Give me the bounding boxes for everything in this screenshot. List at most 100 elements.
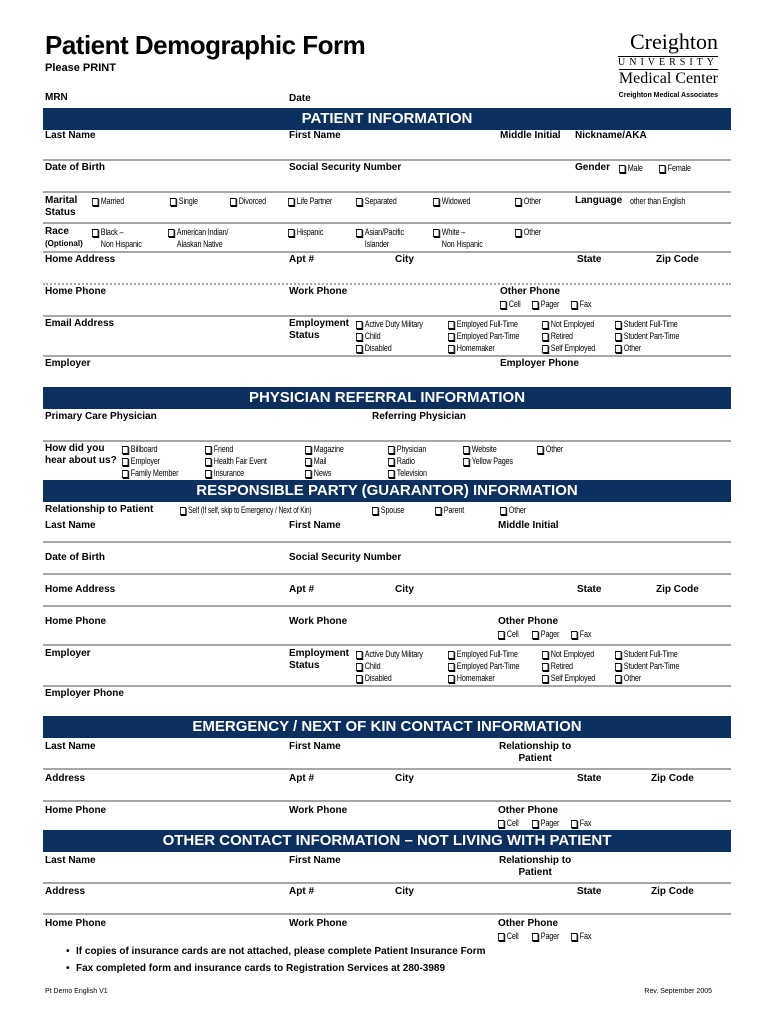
checkbox-icon[interactable] [571, 631, 578, 639]
checkbox-widowed[interactable]: Widowed [433, 195, 470, 207]
checkbox-icon[interactable] [571, 933, 578, 941]
checkbox-icon[interactable] [288, 229, 295, 237]
checkbox-marital-other[interactable]: Other [515, 195, 541, 207]
checkbox-icon[interactable] [92, 229, 99, 237]
checkbox-cell[interactable]: Cell [498, 628, 519, 640]
checkbox-icon[interactable] [433, 198, 440, 206]
checkbox-pager[interactable]: Pager [532, 930, 559, 942]
checkbox-icon[interactable] [659, 165, 666, 173]
checkbox-icon[interactable] [463, 446, 470, 454]
checkbox-website[interactable]: Website [463, 443, 497, 455]
checkbox-icon[interactable] [435, 507, 442, 515]
checkbox-icon[interactable] [170, 198, 177, 206]
checkbox-icon[interactable] [356, 321, 363, 329]
checkbox-disabled[interactable]: Disabled [356, 342, 392, 354]
checkbox-student-part[interactable]: Student Part-Time [615, 660, 679, 672]
checkbox-employed-full[interactable]: Employed Full-Time [448, 318, 518, 330]
checkbox-female[interactable]: Female [659, 162, 691, 174]
checkbox-billboard[interactable]: Billboard [122, 443, 158, 455]
checkbox-male[interactable]: Male [619, 162, 643, 174]
checkbox-child[interactable]: Child [356, 330, 381, 342]
checkbox-pager[interactable]: Pager [532, 628, 559, 640]
checkbox-friend[interactable]: Friend [205, 443, 233, 455]
checkbox-student-full[interactable]: Student Full-Time [615, 648, 678, 660]
checkbox-american-indian[interactable]: American Indian/ Alaskan Native [168, 226, 228, 250]
checkbox-icon[interactable] [448, 345, 455, 353]
checkbox-icon[interactable] [372, 507, 379, 515]
checkbox-radio[interactable]: Radio [388, 455, 415, 467]
checkbox-icon[interactable] [542, 651, 549, 659]
checkbox-icon[interactable] [356, 651, 363, 659]
checkbox-not-employed[interactable]: Not Employed [542, 648, 594, 660]
checkbox-separated[interactable]: Separated [356, 195, 397, 207]
checkbox-icon[interactable] [532, 301, 539, 309]
checkbox-how-other[interactable]: Other [537, 443, 563, 455]
checkbox-race-other[interactable]: Other [515, 226, 541, 238]
checkbox-employed-part[interactable]: Employed Part-Time [448, 330, 519, 342]
checkbox-rel-other[interactable]: Other [500, 504, 526, 516]
checkbox-icon[interactable] [448, 663, 455, 671]
checkbox-icon[interactable] [515, 229, 522, 237]
checkbox-self-employed[interactable]: Self Employed [542, 342, 595, 354]
checkbox-employment-other[interactable]: Other [615, 342, 641, 354]
checkbox-icon[interactable] [288, 198, 295, 206]
checkbox-icon[interactable] [122, 458, 129, 466]
checkbox-pager[interactable]: Pager [532, 298, 559, 310]
checkbox-active-duty[interactable]: Active Duty Military [356, 318, 423, 330]
checkbox-icon[interactable] [180, 507, 186, 515]
checkbox-self-employed[interactable]: Self Employed [542, 672, 595, 684]
checkbox-hispanic[interactable]: Hispanic [288, 226, 323, 238]
checkbox-health-fair[interactable]: Health Fair Event [205, 455, 267, 467]
checkbox-icon[interactable] [388, 446, 395, 454]
checkbox-asian-pacific[interactable]: Asian/Pacific Islander [356, 226, 404, 250]
checkbox-icon[interactable] [615, 663, 622, 671]
checkbox-cell[interactable]: Cell [498, 817, 519, 829]
checkbox-icon[interactable] [615, 333, 622, 341]
checkbox-employed-part[interactable]: Employed Part-Time [448, 660, 519, 672]
checkbox-life-partner[interactable]: Life Partner [288, 195, 332, 207]
checkbox-icon[interactable] [305, 470, 312, 478]
checkbox-icon[interactable] [542, 345, 549, 353]
checkbox-icon[interactable] [305, 446, 312, 454]
checkbox-family-member[interactable]: Family Member [122, 467, 178, 479]
checkbox-icon[interactable] [448, 651, 455, 659]
checkbox-icon[interactable] [205, 470, 212, 478]
checkbox-not-employed[interactable]: Not Employed [542, 318, 594, 330]
checkbox-icon[interactable] [356, 198, 363, 206]
checkbox-icon[interactable] [388, 458, 395, 466]
checkbox-icon[interactable] [500, 301, 507, 309]
checkbox-icon[interactable] [498, 933, 505, 941]
checkbox-icon[interactable] [532, 631, 539, 639]
checkbox-icon[interactable] [122, 470, 129, 478]
checkbox-icon[interactable] [537, 446, 544, 454]
checkbox-television[interactable]: Television [388, 467, 427, 479]
checkbox-self[interactable]: Self (If self, skip to Emergency / Next … [180, 504, 312, 516]
checkbox-icon[interactable] [542, 321, 549, 329]
checkbox-icon[interactable] [230, 198, 237, 206]
checkbox-parent[interactable]: Parent [435, 504, 464, 516]
checkbox-insurance[interactable]: Insurance [205, 467, 244, 479]
checkbox-news[interactable]: News [305, 467, 331, 479]
checkbox-cell[interactable]: Cell [498, 930, 519, 942]
checkbox-disabled[interactable]: Disabled [356, 672, 392, 684]
checkbox-icon[interactable] [433, 229, 440, 237]
checkbox-spouse[interactable]: Spouse [372, 504, 404, 516]
checkbox-fax[interactable]: Fax [571, 930, 591, 942]
checkbox-student-part[interactable]: Student Part-Time [615, 330, 679, 342]
checkbox-retired[interactable]: Retired [542, 330, 573, 342]
checkbox-icon[interactable] [463, 458, 470, 466]
checkbox-icon[interactable] [356, 229, 363, 237]
checkbox-icon[interactable] [615, 651, 622, 659]
checkbox-icon[interactable] [448, 675, 455, 683]
checkbox-icon[interactable] [615, 345, 622, 353]
checkbox-icon[interactable] [448, 321, 455, 329]
checkbox-homemaker[interactable]: Homemaker [448, 342, 495, 354]
checkbox-icon[interactable] [619, 165, 626, 173]
checkbox-icon[interactable] [388, 470, 395, 478]
checkbox-icon[interactable] [168, 229, 175, 237]
checkbox-fax[interactable]: Fax [571, 817, 591, 829]
checkbox-physician[interactable]: Physician [388, 443, 426, 455]
checkbox-icon[interactable] [498, 820, 505, 828]
checkbox-single[interactable]: Single [170, 195, 198, 207]
checkbox-icon[interactable] [542, 663, 549, 671]
